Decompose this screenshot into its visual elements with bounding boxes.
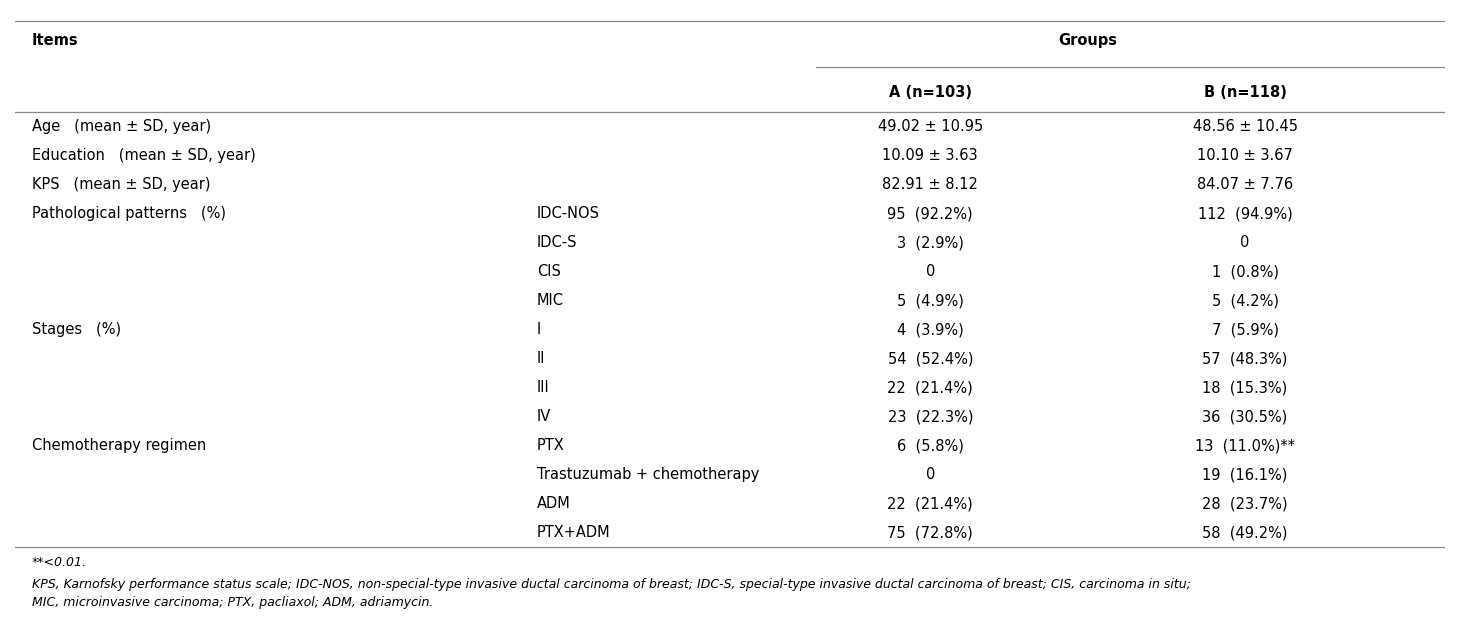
Text: 4  (3.9%): 4 (3.9%) [896, 322, 964, 337]
Text: KPS   (mean ± SD, year): KPS (mean ± SD, year) [32, 177, 210, 192]
Text: 36  (30.5%): 36 (30.5%) [1203, 409, 1288, 424]
Text: 57  (48.3%): 57 (48.3%) [1203, 351, 1288, 366]
Text: MIC: MIC [537, 293, 564, 308]
Text: Education   (mean ± SD, year): Education (mean ± SD, year) [32, 148, 256, 163]
Text: IDC-S: IDC-S [537, 235, 577, 250]
Text: PTX+ADM: PTX+ADM [537, 525, 610, 540]
Text: 1  (0.8%): 1 (0.8%) [1212, 264, 1279, 279]
Text: PTX: PTX [537, 438, 565, 453]
Text: B (n=118): B (n=118) [1203, 85, 1286, 100]
Text: Age   (mean ± SD, year): Age (mean ± SD, year) [32, 119, 210, 134]
Text: 10.10 ± 3.67: 10.10 ± 3.67 [1197, 148, 1294, 163]
Text: 28  (23.7%): 28 (23.7%) [1202, 496, 1288, 511]
Text: 3  (2.9%): 3 (2.9%) [896, 235, 964, 250]
Text: II: II [537, 351, 546, 366]
Text: 19  (16.1%): 19 (16.1%) [1203, 467, 1288, 482]
Text: 75  (72.8%): 75 (72.8%) [888, 525, 974, 540]
Text: 48.56 ± 10.45: 48.56 ± 10.45 [1193, 119, 1298, 134]
Text: 112  (94.9%): 112 (94.9%) [1197, 206, 1292, 221]
Text: 49.02 ± 10.95: 49.02 ± 10.95 [877, 119, 983, 134]
Text: 0: 0 [1241, 235, 1250, 250]
Text: 84.07 ± 7.76: 84.07 ± 7.76 [1197, 177, 1294, 192]
Text: 10.09 ± 3.63: 10.09 ± 3.63 [882, 148, 978, 163]
Text: KPS, Karnofsky performance status scale; IDC-NOS, non-special-type invasive duct: KPS, Karnofsky performance status scale;… [32, 578, 1191, 590]
Text: I: I [537, 322, 542, 337]
Text: Trastuzumab + chemotherapy: Trastuzumab + chemotherapy [537, 467, 759, 482]
Text: 58  (49.2%): 58 (49.2%) [1203, 525, 1288, 540]
Text: 7  (5.9%): 7 (5.9%) [1212, 322, 1279, 337]
Text: 0: 0 [926, 264, 934, 279]
Text: Chemotherapy regimen: Chemotherapy regimen [32, 438, 206, 453]
Text: MIC, microinvasive carcinoma; PTX, pacliaxol; ADM, adriamycin.: MIC, microinvasive carcinoma; PTX, pacli… [32, 596, 434, 609]
Text: Stages   (%): Stages (%) [32, 322, 121, 337]
Text: A (n=103): A (n=103) [889, 85, 972, 100]
Text: 95  (92.2%): 95 (92.2%) [888, 206, 974, 221]
Text: 18  (15.3%): 18 (15.3%) [1203, 380, 1288, 395]
Text: 6  (5.8%): 6 (5.8%) [896, 438, 964, 453]
Text: 0: 0 [926, 467, 934, 482]
Text: Items: Items [32, 33, 79, 48]
Text: Pathological patterns   (%): Pathological patterns (%) [32, 206, 226, 221]
Text: 22  (21.4%): 22 (21.4%) [888, 496, 974, 511]
Text: 23  (22.3%): 23 (22.3%) [888, 409, 972, 424]
Text: 5  (4.9%): 5 (4.9%) [896, 293, 964, 308]
Text: CIS: CIS [537, 264, 561, 279]
Text: 82.91 ± 8.12: 82.91 ± 8.12 [882, 177, 978, 192]
Text: **<0.01.: **<0.01. [32, 557, 86, 569]
Text: 5  (4.2%): 5 (4.2%) [1212, 293, 1279, 308]
Text: 13  (11.0%)**: 13 (11.0%)** [1196, 438, 1295, 453]
Text: III: III [537, 380, 549, 395]
Text: Groups: Groups [1058, 33, 1117, 48]
Text: IV: IV [537, 409, 550, 424]
Text: 22  (21.4%): 22 (21.4%) [888, 380, 974, 395]
Text: 54  (52.4%): 54 (52.4%) [888, 351, 972, 366]
Text: ADM: ADM [537, 496, 571, 511]
Text: IDC-NOS: IDC-NOS [537, 206, 600, 221]
